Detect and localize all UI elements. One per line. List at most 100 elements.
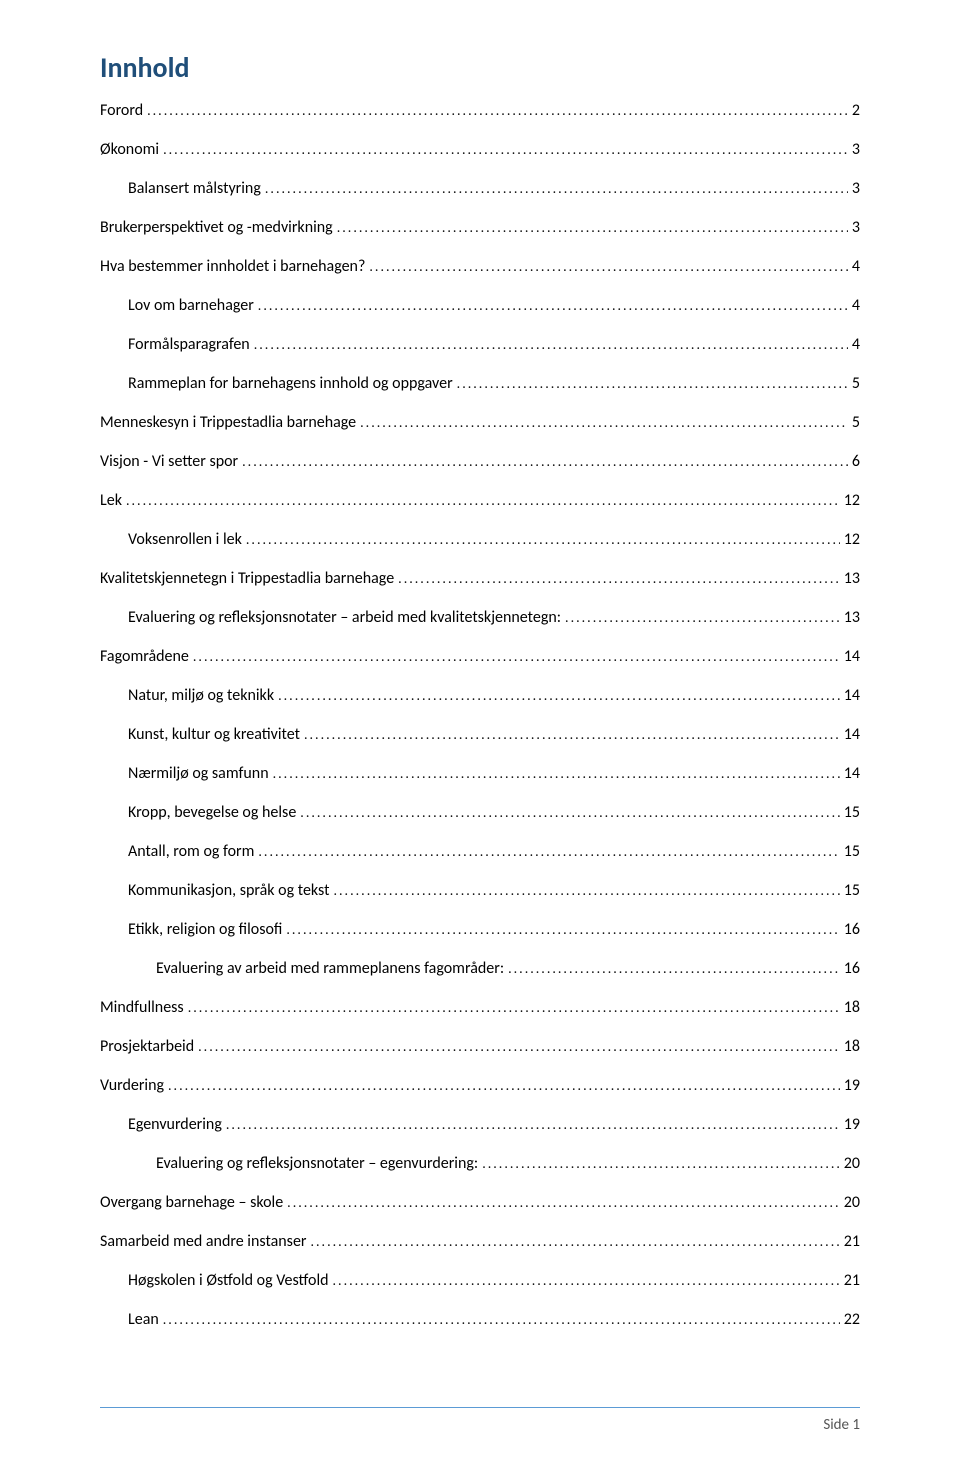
toc-entry-page: 3 bbox=[852, 142, 860, 158]
toc-leader-dots bbox=[333, 883, 839, 899]
toc-entry-page: 12 bbox=[844, 532, 860, 548]
toc-entry-page: 19 bbox=[844, 1078, 860, 1094]
toc-leader-dots bbox=[565, 610, 840, 626]
toc-entry-label: Brukerperspektivet og -medvirkning bbox=[100, 220, 333, 236]
toc-entry-label: Visjon - Vi setter spor bbox=[100, 454, 238, 470]
toc-leader-dots bbox=[163, 142, 848, 158]
toc-leader-dots bbox=[287, 1195, 840, 1211]
toc-entry[interactable]: Lov om barnehager4 bbox=[100, 298, 860, 314]
toc-entry[interactable]: Overgang barnehage – skole20 bbox=[100, 1195, 860, 1211]
toc-entry-label: Evaluering av arbeid med rammeplanens fa… bbox=[156, 961, 504, 977]
toc-entry-page: 4 bbox=[852, 259, 860, 275]
toc-entry-page: 22 bbox=[844, 1312, 860, 1328]
toc-entry[interactable]: Mindfullness 18 bbox=[100, 1000, 860, 1016]
toc-leader-dots bbox=[126, 493, 840, 509]
toc-entry-label: Kvalitetskjennetegn i Trippestadlia barn… bbox=[100, 571, 394, 587]
toc-leader-dots bbox=[193, 649, 840, 665]
toc-leader-dots bbox=[265, 181, 848, 197]
toc-entry[interactable]: Evaluering og refleksjonsnotater – egenv… bbox=[100, 1156, 860, 1172]
toc-entry[interactable]: Økonomi 3 bbox=[100, 142, 860, 158]
toc-leader-dots bbox=[508, 961, 840, 977]
toc-entry[interactable]: Natur, miljø og teknikk14 bbox=[100, 688, 860, 704]
toc-leader-dots bbox=[258, 844, 839, 860]
toc-leader-dots bbox=[226, 1117, 840, 1133]
toc-entry[interactable]: Voksenrollen i lek 12 bbox=[100, 532, 860, 548]
page-footer: Side 1 bbox=[100, 1407, 860, 1434]
toc-entry-page: 15 bbox=[844, 844, 860, 860]
toc-entry-label: Formålsparagrafen bbox=[128, 337, 250, 353]
toc-entry[interactable]: Menneskesyn i Trippestadlia barnehage5 bbox=[100, 415, 860, 431]
toc-entry[interactable]: Antall, rom og form 15 bbox=[100, 844, 860, 860]
toc-entry-page: 13 bbox=[844, 571, 860, 587]
toc-entry-label: Forord bbox=[100, 103, 143, 119]
toc-leader-dots bbox=[310, 1234, 839, 1250]
toc-entry-page: 5 bbox=[852, 376, 860, 392]
toc-leader-dots bbox=[457, 376, 848, 392]
toc-leader-dots bbox=[163, 1312, 840, 1328]
toc-entry-page: 6 bbox=[852, 454, 860, 470]
toc-entry[interactable]: Formålsparagrafen4 bbox=[100, 337, 860, 353]
toc-entry-page: 15 bbox=[844, 883, 860, 899]
toc-entry[interactable]: Nærmiljø og samfunn14 bbox=[100, 766, 860, 782]
toc-entry[interactable]: Evaluering og refleksjonsnotater – arbei… bbox=[100, 610, 860, 626]
toc-entry-page: 2 bbox=[852, 103, 860, 119]
toc-leader-dots bbox=[398, 571, 840, 587]
toc-entry[interactable]: Balansert målstyring3 bbox=[100, 181, 860, 197]
toc-leader-dots bbox=[188, 1000, 840, 1016]
footer-page-number: Side 1 bbox=[100, 1416, 860, 1434]
toc-entry-label: Evaluering og refleksjonsnotater – arbei… bbox=[128, 610, 561, 626]
toc-entry[interactable]: Vurdering19 bbox=[100, 1078, 860, 1094]
toc-entry-label: Lek bbox=[100, 493, 122, 509]
toc-entry-label: Prosjektarbeid bbox=[100, 1039, 194, 1055]
toc-entry[interactable]: Etikk, religion og filosofi16 bbox=[100, 922, 860, 938]
toc-entry[interactable]: Høgskolen i Østfold og Vestfold21 bbox=[100, 1273, 860, 1289]
toc-entry-label: Lov om barnehager bbox=[128, 298, 254, 314]
toc-entry[interactable]: Samarbeid med andre instanser21 bbox=[100, 1234, 860, 1250]
toc-leader-dots bbox=[360, 415, 848, 431]
toc-entry-page: 16 bbox=[844, 961, 860, 977]
toc-leader-dots bbox=[254, 337, 848, 353]
toc-entry-label: Antall, rom og form bbox=[128, 844, 254, 860]
toc-leader-dots bbox=[304, 727, 840, 743]
toc-entry[interactable]: Egenvurdering19 bbox=[100, 1117, 860, 1133]
toc-entry-label: Hva bestemmer innholdet i barnehagen? bbox=[100, 259, 365, 275]
toc-leader-dots bbox=[258, 298, 848, 314]
toc-entry-page: 14 bbox=[844, 649, 860, 665]
toc-entry[interactable]: Fagområdene14 bbox=[100, 649, 860, 665]
toc-entry-page: 3 bbox=[852, 220, 860, 236]
toc-entry[interactable]: Evaluering av arbeid med rammeplanens fa… bbox=[100, 961, 860, 977]
toc-entry-label: Kommunikasjon, språk og tekst bbox=[128, 883, 329, 899]
toc-entry-label: Lean bbox=[128, 1312, 159, 1328]
table-of-contents: Forord 2 Økonomi 3 Balansert målstyring3 Bruk… bbox=[100, 103, 860, 1328]
toc-entry[interactable]: Kunst, kultur og kreativitet14 bbox=[100, 727, 860, 743]
toc-entry-page: 21 bbox=[844, 1234, 860, 1250]
toc-entry-label: Voksenrollen i lek bbox=[128, 532, 242, 548]
toc-entry[interactable]: Kropp, bevegelse og helse15 bbox=[100, 805, 860, 821]
toc-entry[interactable]: Visjon - Vi setter spor 6 bbox=[100, 454, 860, 470]
toc-entry-page: 13 bbox=[844, 610, 860, 626]
toc-entry[interactable]: Brukerperspektivet og -medvirkning 3 bbox=[100, 220, 860, 236]
toc-entry[interactable]: Kvalitetskjennetegn i Trippestadlia barn… bbox=[100, 571, 860, 587]
toc-entry-page: 20 bbox=[844, 1156, 860, 1172]
toc-entry[interactable]: Lek 12 bbox=[100, 493, 860, 509]
toc-entry-label: Rammeplan for barnehagens innhold og opp… bbox=[128, 376, 453, 392]
toc-entry-label: Etikk, religion og filosofi bbox=[128, 922, 282, 938]
toc-leader-dots bbox=[278, 688, 840, 704]
toc-entry[interactable]: Kommunikasjon, språk og tekst 15 bbox=[100, 883, 860, 899]
toc-entry-page: 14 bbox=[844, 766, 860, 782]
toc-leader-dots bbox=[273, 766, 840, 782]
toc-entry-page: 12 bbox=[844, 493, 860, 509]
toc-entry-label: Kropp, bevegelse og helse bbox=[128, 805, 296, 821]
page-title: Innhold bbox=[100, 50, 860, 85]
toc-entry[interactable]: Forord 2 bbox=[100, 103, 860, 119]
toc-entry-label: Mindfullness bbox=[100, 1000, 184, 1016]
toc-entry-page: 18 bbox=[844, 1000, 860, 1016]
toc-entry[interactable]: Prosjektarbeid18 bbox=[100, 1039, 860, 1055]
toc-leader-dots bbox=[337, 220, 848, 236]
toc-entry[interactable]: Rammeplan for barnehagens innhold og opp… bbox=[100, 376, 860, 392]
toc-entry[interactable]: Lean 22 bbox=[100, 1312, 860, 1328]
toc-entry-label: Økonomi bbox=[100, 142, 159, 158]
toc-entry[interactable]: Hva bestemmer innholdet i barnehagen? 4 bbox=[100, 259, 860, 275]
toc-entry-label: Høgskolen i Østfold og Vestfold bbox=[128, 1273, 329, 1289]
footer-line bbox=[100, 1407, 860, 1408]
